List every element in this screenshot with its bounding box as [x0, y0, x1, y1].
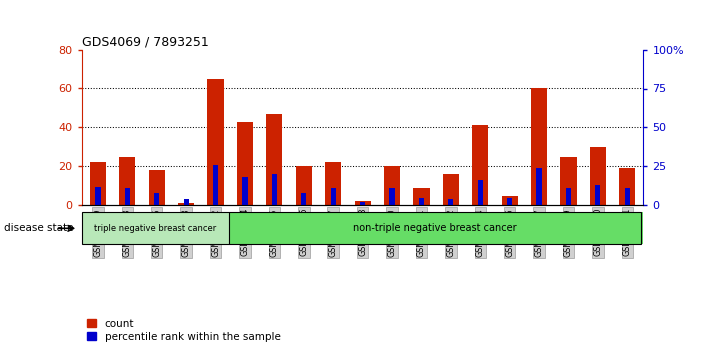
Bar: [507, 198, 512, 205]
Bar: [95, 187, 100, 205]
Bar: [355, 201, 370, 205]
Bar: [472, 126, 488, 205]
Bar: [325, 162, 341, 205]
Bar: [229, 212, 643, 244]
Bar: [531, 88, 547, 205]
Bar: [390, 188, 395, 205]
Bar: [448, 199, 454, 205]
Bar: [419, 198, 424, 205]
Text: triple negative breast cancer: triple negative breast cancer: [94, 224, 216, 233]
Bar: [272, 174, 277, 205]
Text: non-triple negative breast cancer: non-triple negative breast cancer: [353, 223, 516, 233]
Bar: [595, 185, 601, 205]
Bar: [331, 188, 336, 205]
Bar: [560, 156, 577, 205]
Bar: [82, 212, 229, 244]
Bar: [619, 169, 636, 205]
Bar: [625, 188, 630, 205]
Bar: [154, 193, 159, 205]
Bar: [501, 195, 518, 205]
Legend: count, percentile rank within the sample: count, percentile rank within the sample: [87, 319, 281, 342]
Bar: [183, 199, 188, 205]
Bar: [178, 203, 194, 205]
Bar: [413, 188, 429, 205]
Bar: [119, 156, 135, 205]
Bar: [124, 188, 130, 205]
Bar: [237, 122, 253, 205]
Bar: [443, 174, 459, 205]
Bar: [566, 188, 571, 205]
Bar: [90, 162, 106, 205]
Bar: [478, 181, 483, 205]
Bar: [267, 114, 282, 205]
Bar: [360, 202, 365, 205]
Bar: [384, 166, 400, 205]
Text: GDS4069 / 7893251: GDS4069 / 7893251: [82, 35, 208, 48]
Bar: [301, 193, 306, 205]
Text: disease state: disease state: [4, 223, 73, 233]
Bar: [208, 79, 224, 205]
Bar: [242, 177, 247, 205]
Bar: [149, 170, 165, 205]
Bar: [296, 166, 312, 205]
Bar: [213, 165, 218, 205]
Bar: [537, 168, 542, 205]
Bar: [590, 147, 606, 205]
